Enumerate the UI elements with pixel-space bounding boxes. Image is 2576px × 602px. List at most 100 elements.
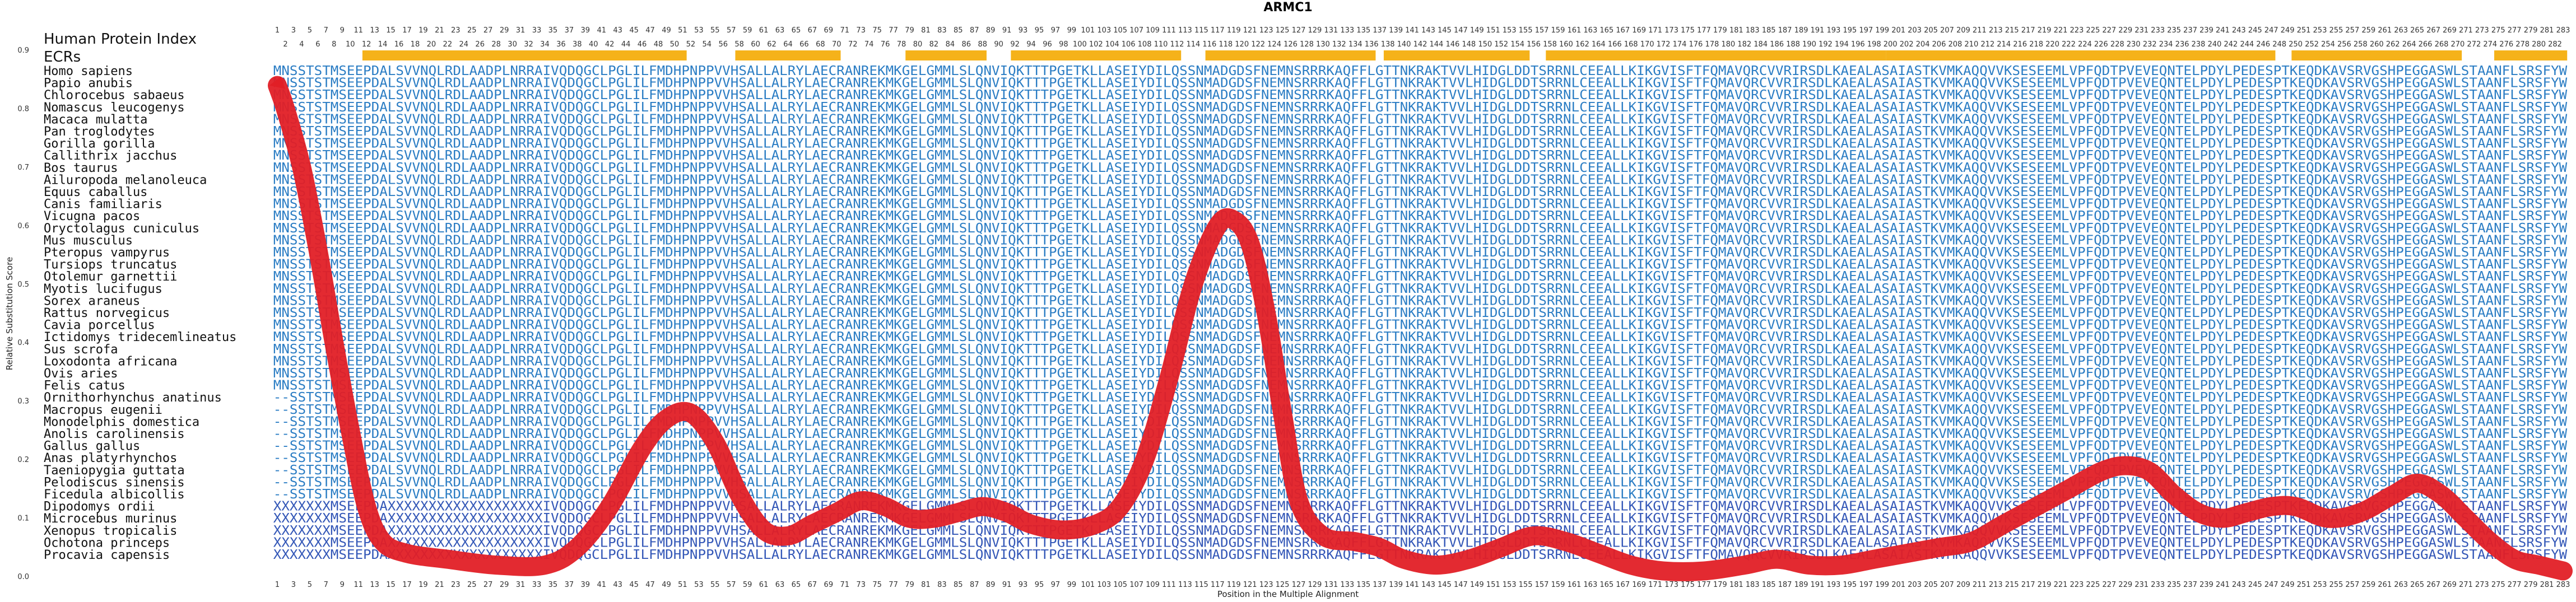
top-tick-label: 162 (1575, 40, 1589, 49)
top-tick-label: 255 (2329, 26, 2343, 35)
top-tick-label: 109 (1146, 26, 1160, 35)
species-label: Taeniopygia guttata (44, 464, 185, 478)
top-tick-label: 73 (856, 26, 866, 35)
species-label: Anas platyrhynchos (44, 451, 177, 465)
top-tick-label: 250 (2289, 40, 2303, 49)
top-tick-label: 150 (1478, 40, 1492, 49)
bottom-tick-label: 155 (1519, 581, 1533, 589)
top-tick-label: 277 (2508, 26, 2522, 35)
top-tick-label: 18 (411, 40, 420, 49)
bottom-tick-label: 229 (2118, 581, 2132, 589)
bottom-tick-label: 259 (2361, 581, 2375, 589)
top-tick-label: 231 (2135, 26, 2149, 35)
top-tick-label: 236 (2175, 40, 2189, 49)
bottom-tick-label: 131 (1324, 581, 1338, 589)
top-tick-label: 264 (2402, 40, 2416, 49)
top-tick-label: 246 (2256, 40, 2270, 49)
top-tick-label: 46 (638, 40, 647, 49)
top-tick-label: 207 (1940, 26, 1954, 35)
bottom-tick-label: 183 (1746, 581, 1760, 589)
top-tick-label: 94 (1026, 40, 1036, 49)
bottom-tick-label: 207 (1940, 581, 1954, 589)
top-tick-label: 228 (2110, 40, 2124, 49)
chart-title: ARMC1 (1263, 1, 1312, 15)
top-tick-label: 211 (1973, 26, 1987, 35)
bottom-tick-label: 19 (419, 581, 428, 589)
top-tick-label: 149 (1470, 26, 1484, 35)
top-tick-label: 258 (2354, 40, 2368, 49)
top-tick-label: 112 (1170, 40, 1184, 49)
bottom-tick-label: 175 (1681, 581, 1695, 589)
top-tick-label: 158 (1543, 40, 1557, 49)
top-tick-label: 218 (2029, 40, 2043, 49)
top-tick-label: 140 (1397, 40, 1411, 49)
bottom-tick-label: 177 (1697, 581, 1711, 589)
bottom-tick-label: 213 (1989, 581, 2003, 589)
sequence-row: --SSTSTMSEEPDALSVVNQLRDLAADPLNRRAIVQDQGC… (273, 451, 2568, 465)
bottom-tick-label: 3 (291, 581, 296, 589)
bottom-tick-label: 105 (1113, 581, 1127, 589)
top-tick-label: 115 (1194, 26, 1208, 35)
species-label: Callithrix jacchus (44, 149, 177, 163)
top-tick-label: 204 (1916, 40, 1930, 49)
top-tick-label: 164 (1592, 40, 1606, 49)
top-tick-label: 111 (1162, 26, 1176, 35)
top-tick-label: 100 (1073, 40, 1087, 49)
sequence-row: MNSSTSTMSEEPDALSVVNQLRDLAADPLNRRAIVQDQGC… (273, 233, 2568, 248)
top-tick-label: 6 (315, 40, 320, 49)
bottom-tick-label: 269 (2443, 581, 2457, 589)
y-tick-label: 0.7 (17, 164, 29, 172)
ecr-bar (1886, 50, 2276, 60)
bottom-tick-label: 35 (548, 581, 558, 589)
y-tick-label: 0.5 (17, 281, 29, 289)
top-tick-label: 148 (1462, 40, 1476, 49)
top-tick-label: 191 (1811, 26, 1825, 35)
sequence-rows: MNSSTSTMSEEPDALSVVNQLRDLAADPLNRRAIVQDQGC… (273, 64, 2568, 562)
top-tick-label: 83 (937, 26, 947, 35)
top-tick-label: 87 (970, 26, 979, 35)
species-label: Otolemur garnettii (44, 270, 177, 284)
top-tick-label: 220 (2045, 40, 2059, 49)
top-tick-label: 4 (299, 40, 304, 49)
top-tick-label: 124 (1267, 40, 1281, 49)
top-tick-label: 179 (1713, 26, 1727, 35)
ecr-bar (2291, 50, 2462, 60)
bottom-tick-label: 283 (2556, 581, 2570, 589)
bottom-tick-label: 267 (2426, 581, 2440, 589)
top-tick-label: 146 (1445, 40, 1459, 49)
top-tick-label: 184 (1754, 40, 1768, 49)
species-label: Tursiops truncatus (44, 258, 177, 272)
top-tick-label: 249 (2281, 26, 2295, 35)
top-tick-label: 96 (1043, 40, 1052, 49)
bottom-tick-label: 273 (2475, 581, 2489, 589)
sequence-row: MNSSTSTMSEEPDALSVVNQLRDLAADPLNRRAIVQDQGC… (273, 88, 2568, 102)
top-tick-label: 213 (1989, 26, 2003, 35)
bottom-tick-label: 271 (2459, 581, 2473, 589)
top-tick-label: 36 (556, 40, 566, 49)
top-tick-label: 69 (824, 26, 834, 35)
top-tick-label: 88 (978, 40, 987, 49)
bottom-tick-label: 161 (1567, 581, 1581, 589)
bottom-tick-label: 71 (840, 581, 849, 589)
bottom-tick-label: 99 (1067, 581, 1077, 589)
top-tick-label: 61 (759, 26, 769, 35)
top-tick-label: 37 (565, 26, 574, 35)
species-label: Sus scrofa (44, 343, 118, 357)
species-label: Homo sapiens (44, 64, 133, 78)
bottom-tick-label: 57 (727, 581, 736, 589)
top-tick-label: 114 (1186, 40, 1200, 49)
top-tick-label: 171 (1648, 26, 1662, 35)
bottom-tick-label: 135 (1356, 581, 1370, 589)
top-tick-label: 167 (1616, 26, 1630, 35)
top-tick-label: 168 (1624, 40, 1638, 49)
species-label: Gorilla gorilla (44, 137, 155, 151)
top-tick-label: 247 (2265, 26, 2279, 35)
bottom-tick-label: 263 (2394, 581, 2408, 589)
bottom-tick-label: 221 (2054, 581, 2068, 589)
bottom-tick-label: 37 (565, 581, 574, 589)
species-label: Ficedula albicollis (44, 488, 185, 502)
top-tick-label: 152 (1494, 40, 1508, 49)
top-tick-label: 178 (1705, 40, 1719, 49)
bottom-tick-label: 115 (1194, 581, 1208, 589)
